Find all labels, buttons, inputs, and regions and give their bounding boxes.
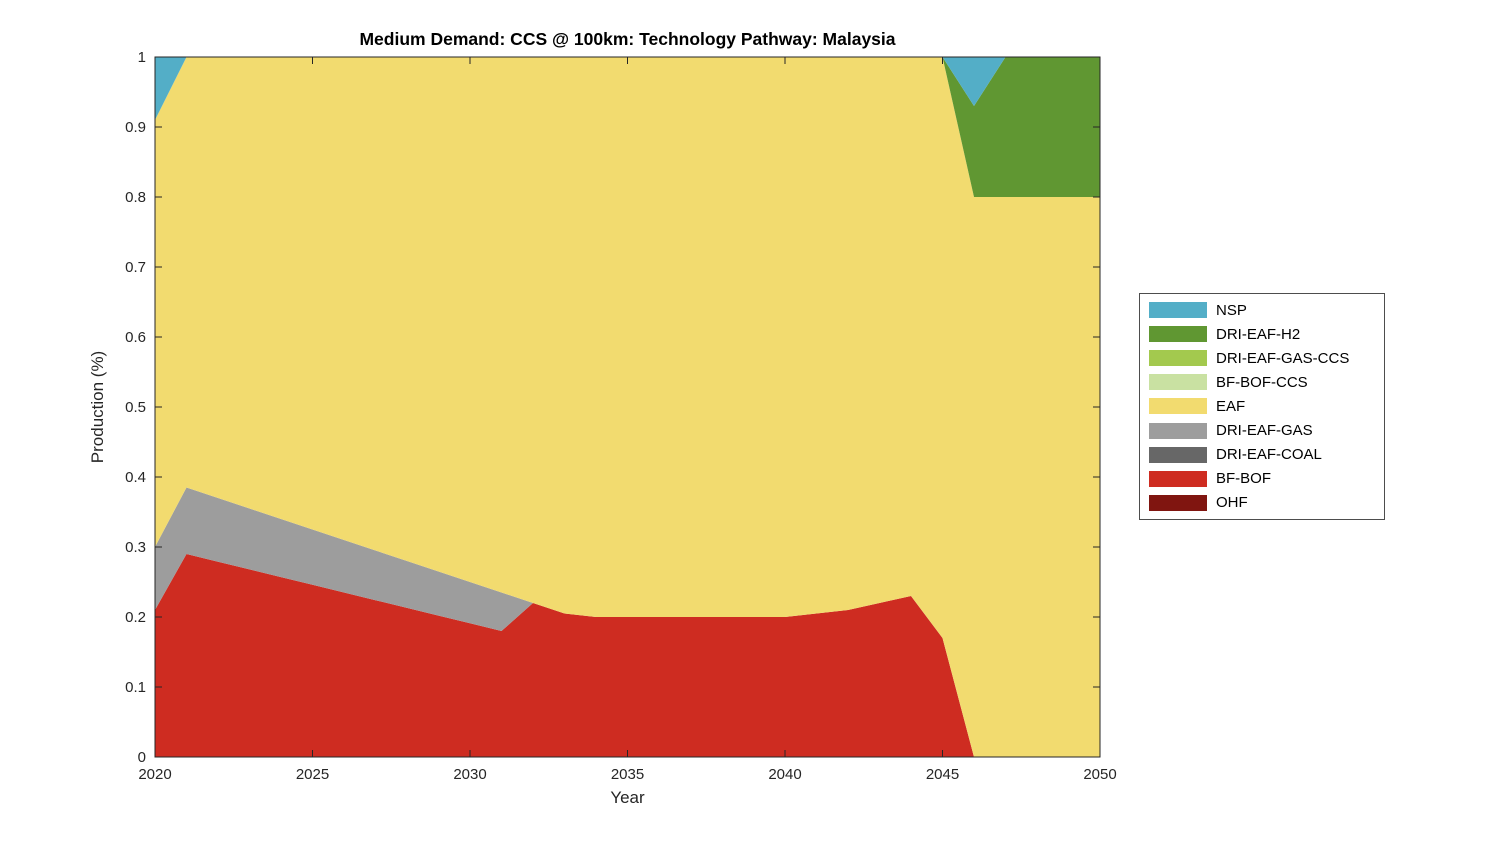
- axes-ticks: 2020 2025 2030 2035 2040 2045 2050 0 0.1 0.2 0.3 0.…: [125, 49, 1117, 783]
- y-axis-label: Production (%): [88, 351, 107, 463]
- legend-label: BF-BOF-CCS: [1216, 373, 1308, 391]
- y-tick-label: 0.7: [125, 259, 146, 276]
- stacked-areas: [155, 57, 1100, 757]
- x-tick-label: 2035: [611, 766, 644, 783]
- legend-label: NSP: [1216, 301, 1247, 319]
- legend-swatch: [1149, 302, 1207, 319]
- legend-swatch: [1149, 470, 1207, 487]
- y-tick-label: 0.9: [125, 119, 146, 136]
- legend-item-DRI-EAF-H2: DRI-EAF-H2: [1149, 323, 1384, 345]
- area-DRI-EAF-GAS: [155, 487, 1100, 757]
- legend-label: DRI-EAF-GAS: [1216, 422, 1313, 440]
- legend-item-BF-BOF-CCS: BF-BOF-CCS: [1149, 371, 1384, 393]
- legend-swatch: [1149, 422, 1207, 439]
- legend: NSP DRI-EAF-H2 DRI-EAF-GAS-CCS BF-BOF-CCS EA…: [1139, 293, 1385, 520]
- x-tick-label: 2050: [1083, 766, 1116, 783]
- legend-swatch: [1149, 326, 1207, 343]
- area-DRI-EAF-H2: [155, 57, 1100, 197]
- x-tick-label: 2030: [453, 766, 486, 783]
- legend-item-OHF: OHF: [1149, 492, 1384, 514]
- legend-swatch: [1149, 398, 1207, 415]
- legend-item-DRI-EAF-GAS: DRI-EAF-GAS: [1149, 420, 1384, 442]
- legend-item-DRI-EAF-COAL: DRI-EAF-COAL: [1149, 444, 1384, 466]
- y-tick-label: 1: [138, 49, 146, 66]
- legend-swatch: [1149, 350, 1207, 367]
- y-tick-label: 0.5: [125, 399, 146, 416]
- axes-box: [154, 56, 1101, 758]
- legend-item-DRI-EAF-GAS-CCS: DRI-EAF-GAS-CCS: [1149, 347, 1384, 369]
- legend-label: BF-BOF: [1216, 470, 1271, 488]
- x-tick-label: 2045: [926, 766, 959, 783]
- area-BF-BOF: [155, 554, 1100, 757]
- legend-label: EAF: [1216, 397, 1246, 415]
- legend-item-BF-BOF: BF-BOF: [1149, 468, 1384, 490]
- legend-swatch: [1149, 446, 1207, 463]
- y-tick-label: 0.1: [125, 679, 146, 696]
- legend-label: DRI-EAF-COAL: [1216, 446, 1322, 464]
- area-EAF: [155, 57, 1100, 757]
- legend-swatch: [1149, 494, 1207, 511]
- y-tick-label: 0.6: [125, 329, 146, 346]
- legend-item-EAF: EAF: [1149, 395, 1384, 417]
- x-tick-label: 2020: [138, 766, 171, 783]
- x-tick-label: 2025: [296, 766, 329, 783]
- y-tick-label: 0.4: [125, 469, 146, 486]
- chart-title: Medium Demand: CCS @ 100km: Technology P…: [359, 29, 895, 49]
- y-tick-label: 0.2: [125, 609, 146, 626]
- y-tick-label: 0.3: [125, 539, 146, 556]
- y-tick-label: 0.8: [125, 189, 146, 206]
- legend-swatch: [1149, 374, 1207, 391]
- legend-label: OHF: [1216, 494, 1248, 512]
- x-axis-label: Year: [610, 788, 645, 807]
- x-tick-label: 2040: [768, 766, 801, 783]
- legend-item-NSP: NSP: [1149, 299, 1384, 321]
- legend-label: DRI-EAF-GAS-CCS: [1216, 349, 1350, 367]
- legend-label: DRI-EAF-H2: [1216, 325, 1301, 343]
- y-tick-label: 0: [138, 749, 146, 766]
